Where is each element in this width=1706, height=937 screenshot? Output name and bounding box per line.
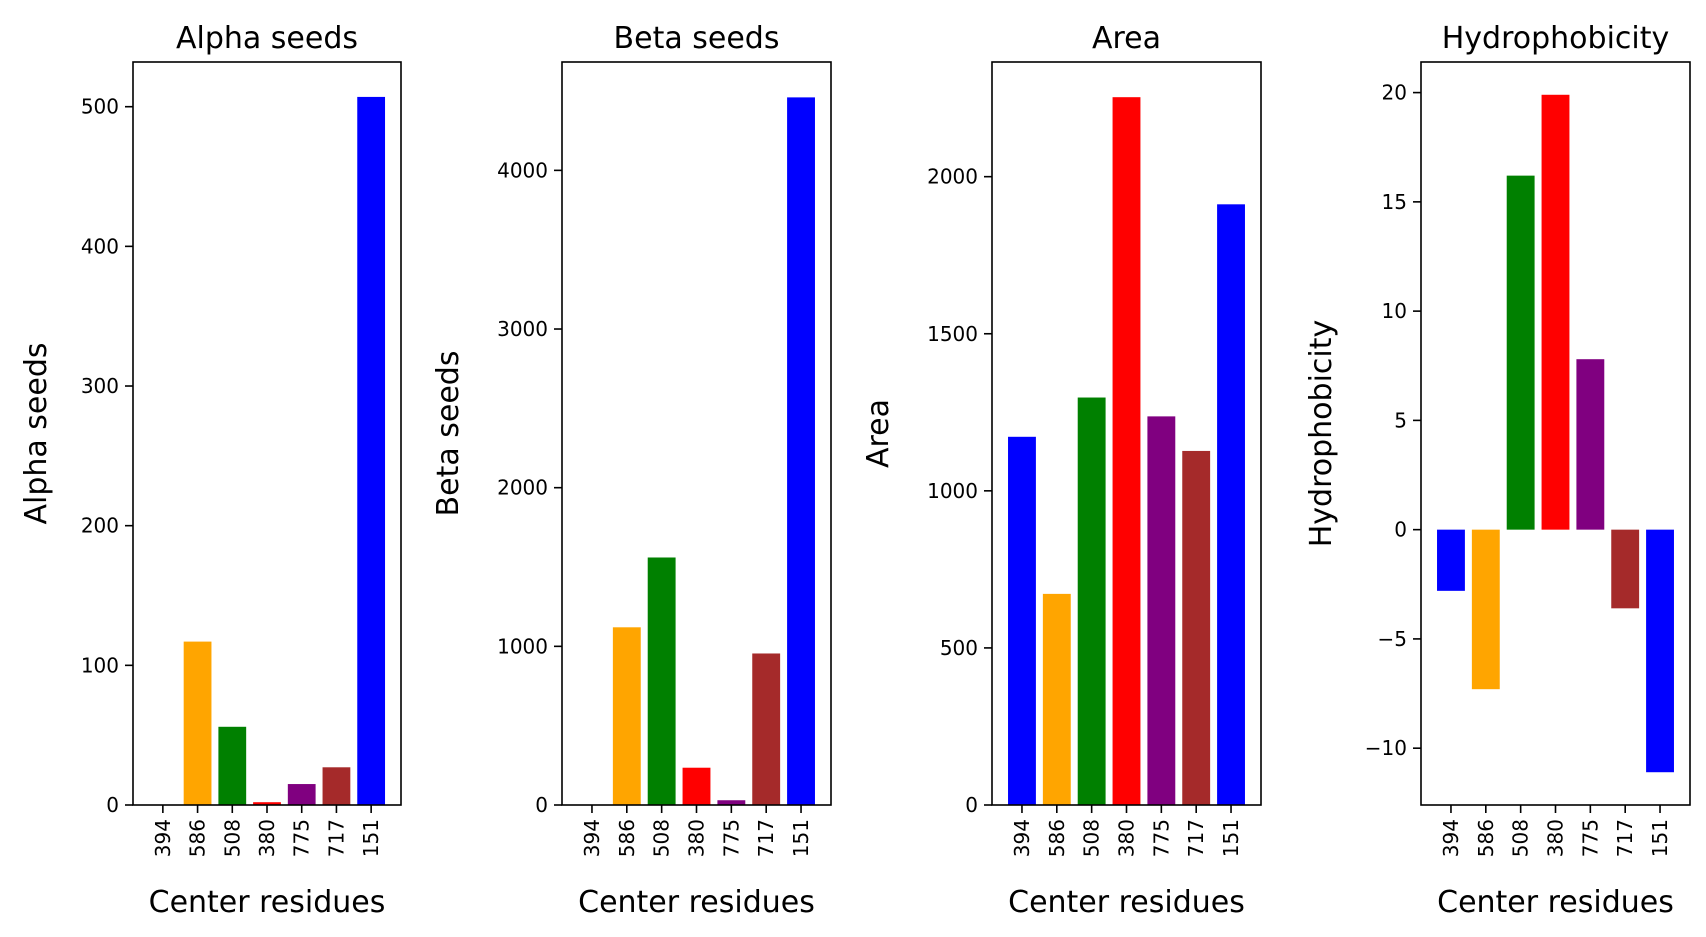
bar-151 xyxy=(357,96,386,806)
y-tick-label: 20 xyxy=(1382,81,1407,105)
x-tick-label: 717 xyxy=(324,819,348,857)
y-tick-label: 2000 xyxy=(497,476,548,500)
y-tick-label: 0 xyxy=(535,793,548,817)
y-tick-label: 400 xyxy=(81,234,119,258)
x-tick-label: 151 xyxy=(359,819,383,857)
x-tick-label: 586 xyxy=(186,819,210,857)
x-tick-label: 394 xyxy=(151,819,175,857)
x-tick-label: 586 xyxy=(1474,819,1498,857)
bar-775 xyxy=(1147,416,1176,805)
y-tick-label: 500 xyxy=(81,95,119,119)
y-tick-label: 4000 xyxy=(497,158,548,182)
bar-508 xyxy=(647,557,676,805)
bar-717 xyxy=(322,767,351,805)
x-axis-label: Center residues xyxy=(578,885,815,920)
bar-586 xyxy=(1471,529,1500,690)
bar-508 xyxy=(218,726,247,805)
x-tick-label: 775 xyxy=(719,819,743,857)
y-axis-label: Hydrophobicity xyxy=(1304,320,1339,548)
x-tick-label: 717 xyxy=(754,819,778,857)
bar-151 xyxy=(1646,529,1674,773)
x-tick-label: 151 xyxy=(1648,819,1672,857)
bar-586 xyxy=(1042,593,1071,805)
y-tick-label: 500 xyxy=(940,636,978,660)
x-tick-label: 394 xyxy=(1439,819,1463,857)
y-tick-label: 100 xyxy=(81,653,119,677)
y-tick-label: −10 xyxy=(1365,736,1407,760)
bar-775 xyxy=(287,784,316,805)
y-tick-label: 1000 xyxy=(497,634,548,658)
x-tick-label: 151 xyxy=(789,819,813,857)
y-tick-label: 2000 xyxy=(927,165,978,189)
y-tick-label: −5 xyxy=(1378,627,1407,651)
x-tick-label: 508 xyxy=(1080,819,1104,857)
x-tick-label: 394 xyxy=(1010,819,1034,857)
y-tick-label: 0 xyxy=(106,793,119,817)
bar-775 xyxy=(1576,359,1605,530)
y-tick-label: 1000 xyxy=(927,479,978,503)
chart-title: Alpha seeds xyxy=(176,21,358,56)
x-tick-label: 380 xyxy=(1115,819,1139,857)
chart-panel-4: −10 −5 0 5 10 15 20 394 586 508 380 775 717 151 Hydrop… xyxy=(1304,21,1691,920)
y-tick-label: 300 xyxy=(81,374,119,398)
y-tick-label: 5 xyxy=(1394,408,1407,432)
y-tick-label: 15 xyxy=(1382,190,1407,214)
x-tick-label: 380 xyxy=(685,819,709,857)
bar-586 xyxy=(612,627,641,805)
x-tick-label: 151 xyxy=(1219,819,1243,857)
bar-151 xyxy=(787,97,815,805)
chart-title: Area xyxy=(1092,21,1161,56)
chart-panel-1: 0 100 200 300 400 500 394 586 508 380 775 717 151 Alp… xyxy=(19,21,402,920)
x-tick-label: 775 xyxy=(1149,819,1173,857)
y-axis-label: Area xyxy=(861,399,896,468)
chart-panel-2: 0 1000 2000 3000 4000 394 586 508 380 775 717 151 Be… xyxy=(431,21,832,920)
x-tick-label: 508 xyxy=(650,819,674,857)
bar-380 xyxy=(1112,97,1141,806)
x-tick-label: 508 xyxy=(220,819,244,857)
y-tick-label: 0 xyxy=(965,793,978,817)
bar-586 xyxy=(183,641,212,805)
y-tick-label: 3000 xyxy=(497,317,548,341)
bar-380 xyxy=(253,802,281,805)
y-tick-label: 1500 xyxy=(927,322,978,346)
bar-380 xyxy=(1541,94,1570,530)
y-tick-label: 0 xyxy=(1394,518,1407,542)
x-tick-label: 508 xyxy=(1509,819,1533,857)
x-axis-label: Center residues xyxy=(149,885,386,920)
x-tick-label: 586 xyxy=(1045,819,1069,857)
bar-508 xyxy=(1506,175,1535,530)
bar-717 xyxy=(1611,529,1640,609)
x-tick-label: 380 xyxy=(255,819,279,857)
y-tick-label: 200 xyxy=(81,514,119,538)
bar-717 xyxy=(1182,450,1211,805)
x-tick-label: 717 xyxy=(1613,819,1637,857)
y-axis-label: Alpha seeds xyxy=(19,342,54,524)
chart-panel-3: 0 500 1000 1500 2000 394 586 508 380 775 717 151 Are… xyxy=(861,21,1262,920)
bar-394 xyxy=(1437,529,1465,591)
x-tick-label: 775 xyxy=(290,819,314,857)
x-tick-label: 380 xyxy=(1544,819,1568,857)
x-axis-label: Center residues xyxy=(1008,885,1245,920)
bar-717 xyxy=(752,653,781,805)
x-tick-label: 394 xyxy=(580,819,604,857)
bar-151 xyxy=(1217,204,1245,805)
x-axis-label: Center residues xyxy=(1437,885,1674,920)
x-tick-label: 717 xyxy=(1184,819,1208,857)
x-tick-label: 775 xyxy=(1578,819,1602,857)
chart-title: Hydrophobicity xyxy=(1442,21,1670,56)
chart-title: Beta seeds xyxy=(614,21,780,56)
x-tick-label: 586 xyxy=(615,819,639,857)
bar-508 xyxy=(1077,397,1106,805)
y-tick-label: 10 xyxy=(1382,299,1407,323)
bar-394 xyxy=(1008,436,1036,805)
bar-380 xyxy=(682,767,711,805)
y-axis-label: Beta seeds xyxy=(431,351,466,517)
bar-775 xyxy=(717,800,746,805)
